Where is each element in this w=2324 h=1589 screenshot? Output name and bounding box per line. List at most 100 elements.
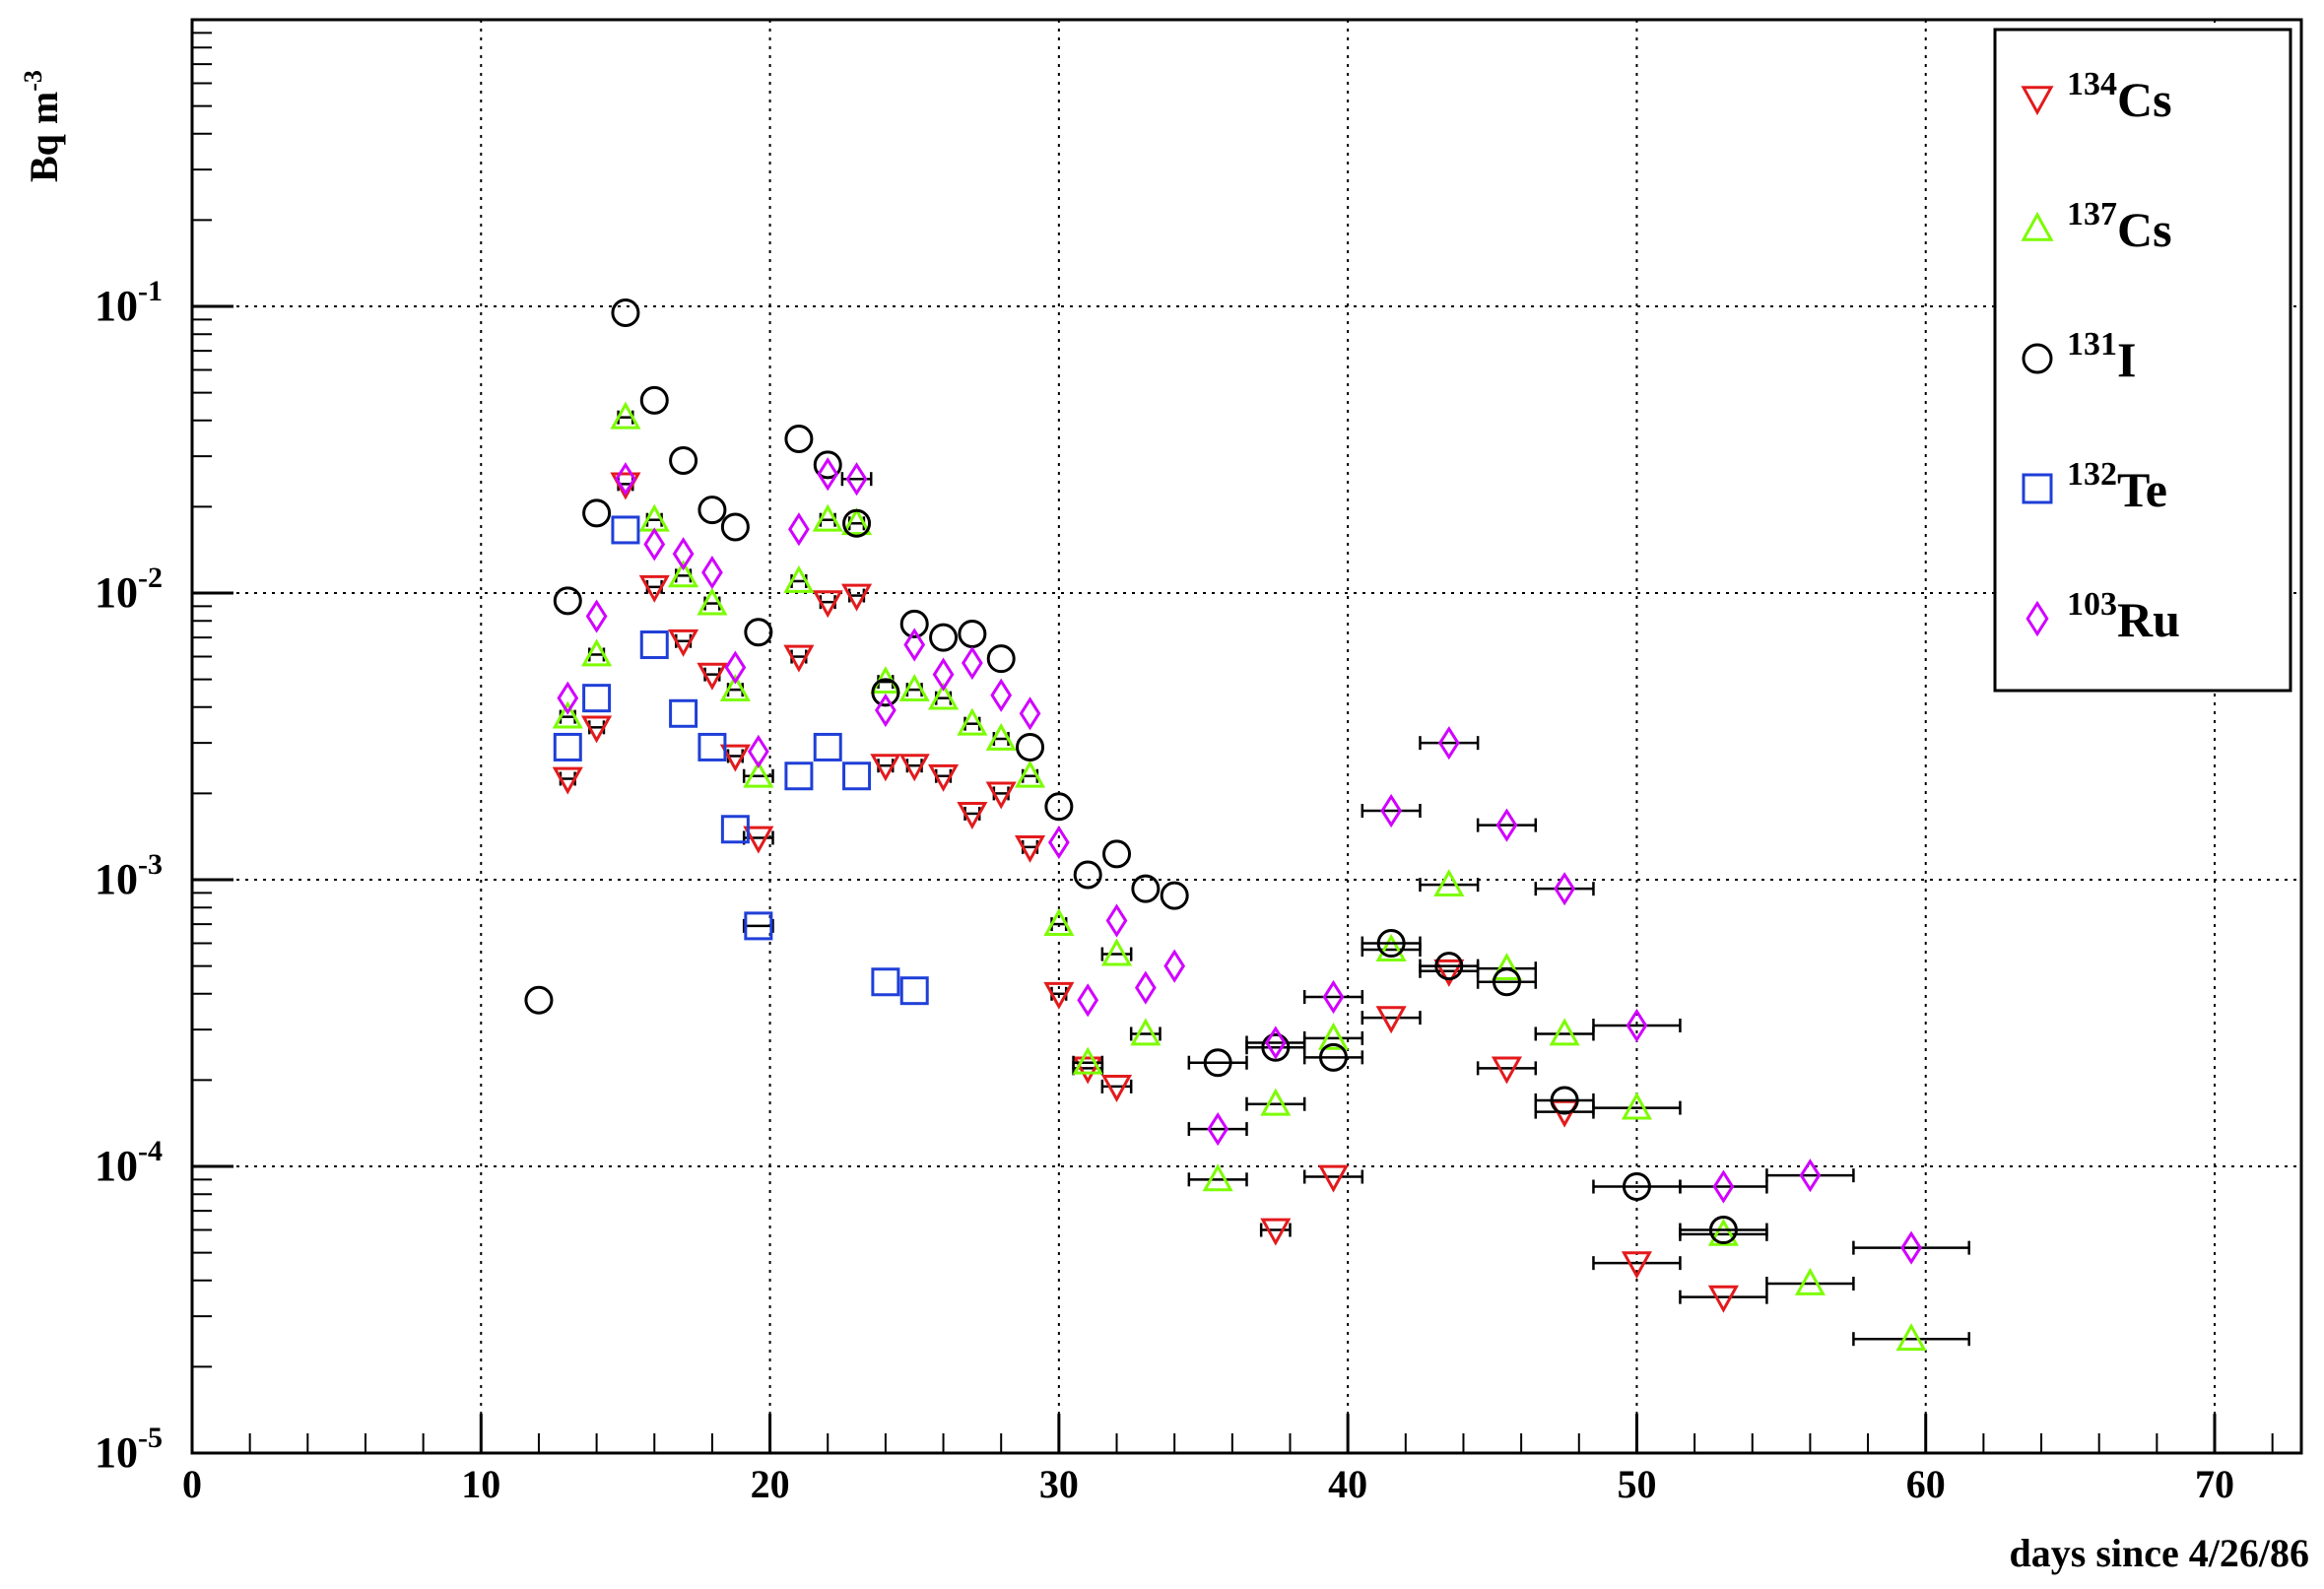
data-point <box>783 644 815 673</box>
y-axis-title: Bq m-3 <box>19 70 66 182</box>
data-point <box>1434 952 1464 981</box>
y-tick-label: 10-2 <box>95 562 163 617</box>
legend-element-symbol: I <box>2117 332 2136 387</box>
data-point <box>812 590 843 619</box>
data-point <box>643 527 666 562</box>
data-point <box>672 537 695 571</box>
data-point <box>1376 929 1406 959</box>
y-tick-label-base: 10 <box>95 568 138 617</box>
data-point <box>582 498 612 528</box>
legend-mass-number: 103 <box>2067 586 2117 623</box>
data-point <box>1492 967 1521 997</box>
data-point <box>1549 1018 1580 1046</box>
legend-entry: 131I <box>2067 326 2136 387</box>
data-point <box>1047 825 1070 860</box>
x-tick-label: 20 <box>751 1462 790 1506</box>
data-point <box>743 826 774 854</box>
data-point <box>1433 959 1465 987</box>
data-point <box>841 507 873 536</box>
data-point <box>1102 839 1132 869</box>
data-point <box>813 450 842 480</box>
legend-element-symbol: Cs <box>2117 202 2172 257</box>
x-tick-label: 30 <box>1039 1462 1079 1506</box>
data-point <box>1317 1164 1350 1193</box>
data-point <box>747 734 769 768</box>
y-tick-label-base: 10 <box>95 1142 138 1190</box>
data-point <box>524 985 554 1015</box>
data-point <box>1163 949 1186 983</box>
data-point <box>1043 981 1075 1010</box>
x-tick-label: 40 <box>1328 1462 1367 1506</box>
data-point <box>697 587 728 616</box>
data-point <box>990 678 1013 712</box>
data-point <box>1491 953 1523 981</box>
data-point <box>719 744 751 772</box>
data-point <box>1318 1042 1348 1072</box>
legend-marker <box>2022 343 2053 374</box>
data-point <box>1207 1111 1229 1147</box>
data-point <box>615 462 636 497</box>
x-tick-label: 50 <box>1617 1462 1656 1506</box>
series-137-cs <box>552 401 1970 1352</box>
data-point <box>961 645 983 681</box>
y-tick-label-base: 10 <box>95 282 138 330</box>
data-point <box>783 564 815 593</box>
data-point <box>611 515 640 545</box>
y-axis-title-exponent: -3 <box>19 70 47 92</box>
data-point <box>985 722 1017 751</box>
data-point <box>842 508 872 538</box>
data-point <box>697 662 728 691</box>
data-point <box>1203 1048 1232 1078</box>
data-point <box>1549 1099 1580 1128</box>
legend-marker <box>2021 86 2054 116</box>
y-tick-label-exponent: -2 <box>138 562 163 594</box>
legend-entry: 137Cs <box>2067 196 2172 257</box>
data-point <box>585 599 608 633</box>
legend-element-symbol: Ru <box>2117 592 2180 647</box>
legend-element-symbol: Te <box>2117 462 2167 517</box>
data-point <box>638 503 670 532</box>
data-point <box>903 628 926 662</box>
data-point <box>581 715 613 744</box>
data-point <box>1100 938 1133 966</box>
plot-frame <box>190 18 2303 1455</box>
data-point <box>957 802 988 830</box>
data-point <box>875 693 896 728</box>
grid-layer <box>192 20 2301 1453</box>
series-layer <box>524 298 1970 1352</box>
legend-mass-number: 131 <box>2067 326 2117 363</box>
y-tick-label-exponent: -4 <box>138 1135 163 1167</box>
data-point <box>1014 760 1046 788</box>
data-point <box>743 760 774 788</box>
data-point <box>871 678 900 707</box>
data-point <box>668 560 699 588</box>
data-point <box>1621 1092 1652 1120</box>
legend-entry: 103Ru <box>2067 586 2180 647</box>
legend-entry: 134Cs <box>2067 66 2172 127</box>
y-tick-label-exponent: -3 <box>138 848 163 881</box>
data-point <box>1134 970 1157 1005</box>
data-point <box>1550 1086 1579 1115</box>
data-point <box>669 698 698 728</box>
data-point <box>557 681 579 715</box>
data-point <box>697 496 727 525</box>
data-point <box>1105 903 1128 938</box>
data-point <box>788 512 810 547</box>
data-point <box>1160 881 1189 910</box>
data-point <box>958 620 987 649</box>
x-tick-label: 70 <box>2195 1462 2234 1506</box>
y-axis-title-text: Bq m <box>22 92 66 182</box>
data-point <box>1260 1218 1292 1246</box>
x-tick-label: 10 <box>461 1462 500 1506</box>
data-point <box>1375 933 1407 961</box>
data-point <box>1261 1032 1291 1062</box>
y-tick-label: 10-1 <box>95 275 163 330</box>
legend-marker <box>2025 600 2049 637</box>
data-point <box>720 815 750 844</box>
data-point <box>1433 869 1465 897</box>
data-point <box>744 911 773 941</box>
data-point <box>784 424 814 453</box>
data-point <box>1100 1074 1133 1102</box>
data-point <box>1019 696 1041 731</box>
